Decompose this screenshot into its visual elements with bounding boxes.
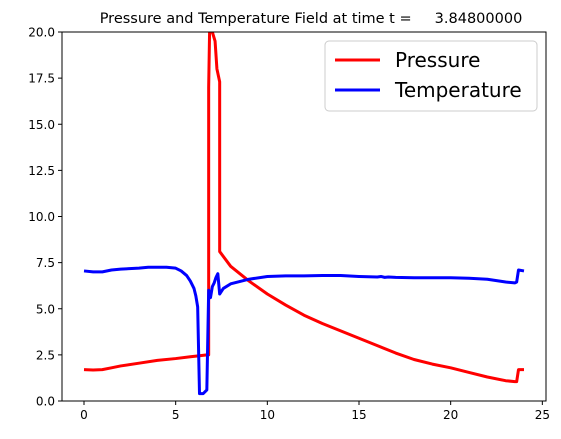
y-tick-label: 20.0 [28,26,55,40]
x-tick-label: 10 [260,408,275,422]
axes-layer: 0 5 10 15 20 25 0.0 2.5 5.0 7.5 10.0 12.5 15.0 17.5 20… [28,26,550,423]
series-layer [83,32,525,396]
x-tick-label: 20 [443,408,458,422]
y-tick-label: 2.5 [36,348,55,362]
x-tick-label: 25 [535,408,550,422]
legend: Pressure Temperature [324,40,538,112]
x-tick-label: 5 [172,408,180,422]
x-tick-label: 15 [351,408,366,422]
y-tick-label: 0.0 [36,395,55,409]
series-line-temperature [83,265,525,396]
y-tick-label: 17.5 [28,72,55,86]
x-tick-label: 0 [80,408,88,422]
legend-label-pressure: Pressure [395,48,480,72]
y-tick-label: 10.0 [28,210,55,224]
chart-title: Pressure and Temperature Field at time t… [100,11,523,27]
legend-label-temperature: Temperature [394,78,522,102]
y-tick-label: 7.5 [36,256,55,270]
y-tick-label: 12.5 [28,164,55,178]
y-tick-label: 15.0 [28,118,55,132]
y-tick-label: 5.0 [36,302,55,316]
series-line-pressure [83,32,524,384]
